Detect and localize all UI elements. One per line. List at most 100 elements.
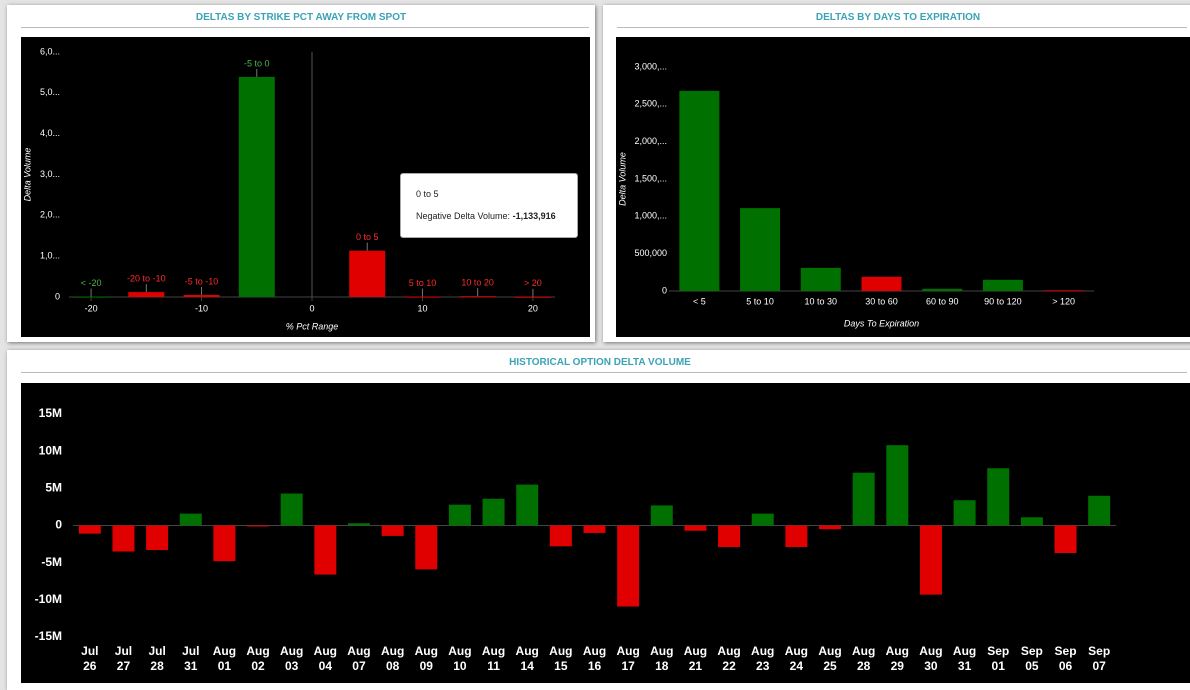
chart: 0 1,0... 2,0... 3,0... 4,0... 5,0... 6,0... -20… [22,46,555,331]
bar [650,505,673,526]
x-tick-label: Aug 31 [952,644,977,673]
y-tick-label: 3,0... [40,169,60,179]
x-tick-label: Aug 01 [212,644,237,673]
x-tick-label: Aug 18 [650,644,674,673]
bar [583,525,606,533]
data-label: < -20 [81,278,102,288]
y-tick-label: 1,000,... [634,211,667,221]
y-tick-label: 0 [55,291,60,301]
bar [684,525,707,531]
bar [415,525,438,570]
bar [349,250,386,297]
x-tick-label: < 5 [693,296,706,306]
y-tick-label: 500,000 [634,248,667,258]
x-tick-label: 20 [528,303,538,313]
bar [381,525,404,536]
data-label: -5 to -10 [185,276,219,286]
data-label: 10 to 20 [461,278,494,288]
x-tick-label: 10 to 30 [805,296,838,306]
tooltip-value: -1,133,916 [512,211,556,221]
x-tick-label: -10 [195,303,208,313]
title-rule [21,372,1187,373]
bar [213,525,236,562]
bar [112,525,135,552]
history-panel: HISTORICAL OPTION DELTA VOLUME -15M -10M -… [7,350,1190,690]
x-tick-label: Aug 21 [683,644,708,673]
data-label: > 20 [524,278,542,288]
x-tick-label: Aug 28 [851,644,876,673]
bar [886,445,909,526]
x-tick-label: Aug 07 [347,644,371,673]
data-label: -20 to -10 [127,273,166,283]
bar [247,525,270,527]
bar [1043,290,1084,292]
bar [459,296,496,298]
bar [516,484,539,526]
x-tick-label: Aug 25 [818,644,842,673]
x-tick-label: Aug 10 [448,644,472,673]
bar [404,296,441,298]
x-tick-label: Jul 26 [81,644,99,673]
tooltip-title: 0 to 5 [416,189,439,199]
y-tick-label: 2,500,... [634,99,667,109]
bar [347,523,370,526]
bar [183,294,220,297]
x-tick-label: Aug 22 [717,644,741,673]
bar [314,525,337,575]
chart: 0 500,000 1,000,... 1,500,... 2,000,... 2,500… [617,61,1094,328]
x-tick-label: Aug 03 [280,644,304,673]
x-tick-label: Aug 08 [380,644,405,673]
plot-area: -15M -10M -5M 0 5M 10M 15M Jul 26 Jul 27 Jul 28 J… [21,383,1190,683]
x-tick-label: Aug 15 [549,644,573,673]
x-tick-label: Aug 17 [616,644,640,673]
bar [448,504,471,526]
x-tick-label: 90 to 120 [984,296,1022,306]
y-tick-label: 2,000,... [634,136,667,146]
data-label: 0 to 5 [356,232,379,242]
x-tick-label: Aug 30 [919,644,943,673]
x-tick-label: > 120 [1052,296,1075,306]
y-tick-label: 0 [662,285,667,295]
y-tick-label: -10M [35,592,62,606]
x-tick-label: Aug 23 [751,644,775,673]
y-axis-title: Delta Volume [617,152,627,206]
y-tick-label: 0 [55,518,62,532]
expiration-panel: DELTAS BY DAYS TO EXPIRATION 0 500,000 1,0… [603,5,1190,342]
bar [785,525,808,548]
bar [718,525,741,548]
x-axis-title: % Pct Range [286,321,339,331]
x-tick-label: Jul 28 [148,644,166,673]
strike-panel: DELTAS BY STRIKE PCT AWAY FROM SPOT 0 1,0… [7,5,595,342]
x-tick-label: Aug 04 [313,644,337,673]
panel-title: DELTAS BY STRIKE PCT AWAY FROM SPOT [195,12,407,23]
x-tick-label: Aug 16 [582,644,607,673]
bar [146,525,169,551]
x-tick-label: Aug 29 [885,644,909,673]
x-tick-label: Sep 07 [1088,644,1111,673]
x-tick-label: -20 [85,303,98,313]
title-rule [617,27,1187,28]
bar [679,90,720,291]
bar [549,525,572,547]
y-tick-label: 10M [39,443,62,457]
y-tick-label: 1,0... [40,251,60,261]
tooltip: 0 to 5 Negative Delta Volume: -1,133,916 [400,173,578,238]
y-tick-label: 2,0... [40,210,60,220]
bar [953,500,976,526]
y-axis-title: Delta Volume [22,148,32,202]
tooltip-label: Negative Delta Volume: -1,133,916 [416,211,556,221]
x-tick-label: Aug 02 [246,644,270,673]
x-tick-label: 5 to 10 [746,296,774,306]
bar [982,279,1023,291]
x-tick-label: Jul 31 [182,644,200,673]
x-tick-label: 10 [417,303,427,313]
bar [128,292,165,297]
x-tick-label: Aug 24 [784,644,809,673]
bar [73,296,110,298]
bar [482,498,505,526]
bar [1088,495,1111,526]
bar [617,525,640,607]
data-label: -5 to 0 [244,58,270,68]
bar [852,472,875,526]
